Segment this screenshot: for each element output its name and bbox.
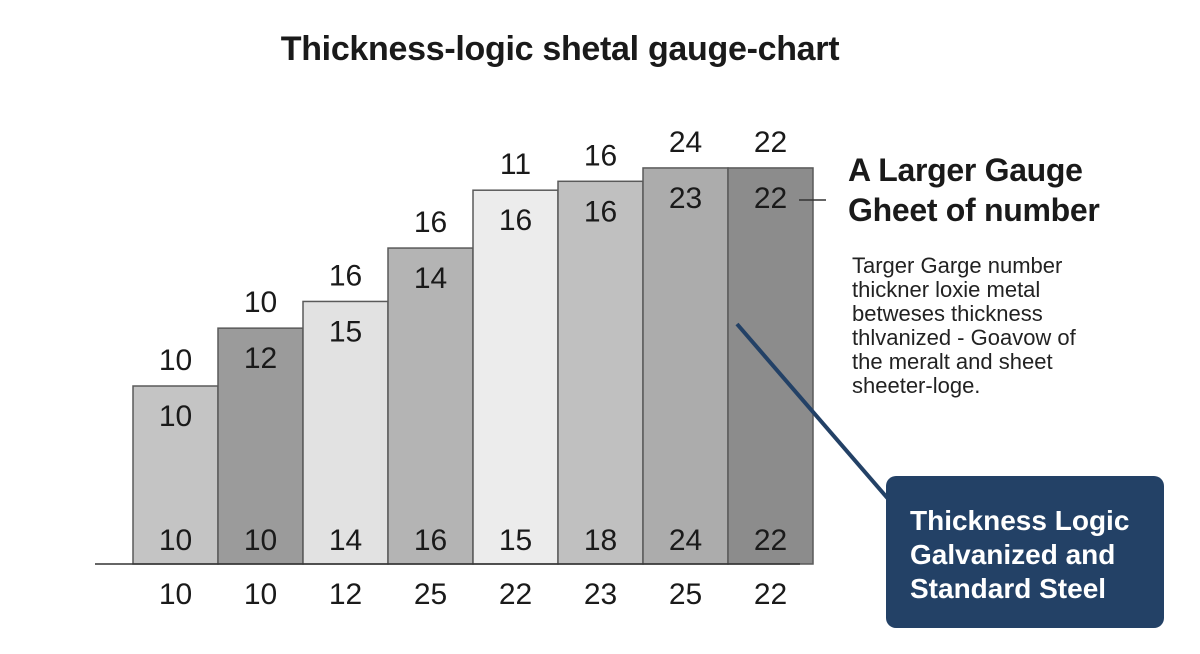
bar-bottom-label: 22 xyxy=(754,524,787,557)
bar-above-label: 16 xyxy=(414,206,447,239)
bar-top-label: 16 xyxy=(584,195,617,228)
x-tick-label: 10 xyxy=(159,578,192,611)
bar-above-label: 16 xyxy=(329,259,362,292)
bar-above-label: 16 xyxy=(584,139,617,172)
x-tick-label: 22 xyxy=(499,578,532,611)
bar-bottom-label: 18 xyxy=(584,524,617,557)
x-tick-label: 12 xyxy=(329,578,362,611)
bar-above-label: 22 xyxy=(754,126,787,159)
bar-top-label: 16 xyxy=(499,204,532,237)
badge-line: Thickness Logic xyxy=(910,505,1130,536)
bar-bottom-label: 24 xyxy=(669,524,702,557)
callout-description-line: Targer Garge number xyxy=(852,253,1063,278)
badge-line: Galvanized and xyxy=(910,539,1116,570)
bar xyxy=(727,167,814,565)
chart-title: Thickness-logic shetal gauge-chart xyxy=(280,30,840,68)
callout-description-line: thlvanized - Goavow of xyxy=(852,325,1076,350)
x-tick-label: 22 xyxy=(754,578,787,611)
bar-bottom-label: 16 xyxy=(414,524,447,557)
callout-description-line: the meralt and sheet xyxy=(852,349,1053,374)
bar-bottom-label: 10 xyxy=(159,524,192,557)
callout-description: Targer Garge number thickner loxie metal… xyxy=(852,254,1142,398)
bar xyxy=(302,300,389,565)
x-tick-label: 10 xyxy=(244,578,277,611)
callout-description-line: sheeter-loge. xyxy=(852,373,981,398)
bar-top-label: 22 xyxy=(754,182,787,215)
bar-bottom-label: 10 xyxy=(244,524,277,557)
callout-heading-line: Gheet of number xyxy=(848,192,1100,228)
bar xyxy=(642,167,729,565)
bar-top-label: 23 xyxy=(669,182,702,215)
bar xyxy=(132,385,219,565)
badge-pointer-line xyxy=(735,322,898,510)
callout-heading-line: A Larger Gauge xyxy=(848,152,1083,188)
bar-bottom-label: 14 xyxy=(329,524,362,557)
bar-above-label: 10 xyxy=(244,286,277,319)
bar-top-label: 10 xyxy=(159,400,192,433)
callout-heading: A Larger Gauge Gheet of number xyxy=(848,150,1178,230)
x-tick-label: 25 xyxy=(414,578,447,611)
bar xyxy=(557,180,644,565)
x-tick-label: 25 xyxy=(669,578,702,611)
bar xyxy=(472,189,559,565)
x-tick-label: 23 xyxy=(584,578,617,611)
bar-above-label: 10 xyxy=(159,344,192,377)
bar-top-label: 14 xyxy=(414,262,447,295)
callout-description-line: betweses thickness xyxy=(852,301,1043,326)
bar-bottom-label: 15 xyxy=(499,524,532,557)
bar xyxy=(387,247,474,565)
badge-line: Standard Steel xyxy=(910,573,1107,604)
callout-description-line: thickner loxie metal xyxy=(852,277,1041,302)
bar-top-label: 15 xyxy=(329,315,362,348)
bar-top-label: 12 xyxy=(244,342,277,375)
info-badge: Thickness Logic Galvanized and Standard … xyxy=(886,476,1164,628)
bar-above-label: 11 xyxy=(500,148,531,181)
bar-above-label: 24 xyxy=(669,126,702,159)
